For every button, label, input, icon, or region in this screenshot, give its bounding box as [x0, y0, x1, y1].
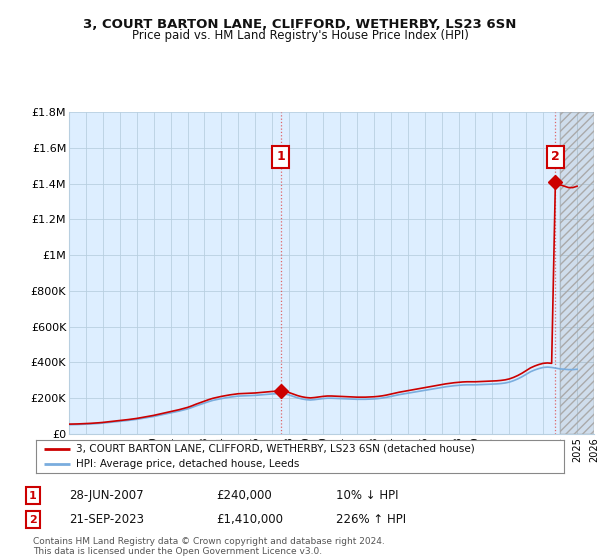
Text: £240,000: £240,000 [216, 489, 272, 502]
Text: 2: 2 [551, 150, 560, 163]
Text: 1: 1 [277, 150, 285, 163]
Text: 3, COURT BARTON LANE, CLIFFORD, WETHERBY, LS23 6SN (detached house): 3, COURT BARTON LANE, CLIFFORD, WETHERBY… [76, 444, 475, 454]
Text: Price paid vs. HM Land Registry's House Price Index (HPI): Price paid vs. HM Land Registry's House … [131, 29, 469, 42]
Text: 10% ↓ HPI: 10% ↓ HPI [336, 489, 398, 502]
Text: This data is licensed under the Open Government Licence v3.0.: This data is licensed under the Open Gov… [33, 547, 322, 556]
Text: £1,410,000: £1,410,000 [216, 513, 283, 526]
Text: 3, COURT BARTON LANE, CLIFFORD, WETHERBY, LS23 6SN: 3, COURT BARTON LANE, CLIFFORD, WETHERBY… [83, 18, 517, 31]
Bar [560, 112, 594, 434]
Text: 1: 1 [29, 491, 37, 501]
Text: 28-JUN-2007: 28-JUN-2007 [69, 489, 143, 502]
Text: 226% ↑ HPI: 226% ↑ HPI [336, 513, 406, 526]
Text: HPI: Average price, detached house, Leeds: HPI: Average price, detached house, Leed… [76, 459, 299, 469]
Text: 21-SEP-2023: 21-SEP-2023 [69, 513, 144, 526]
Text: 2: 2 [29, 515, 37, 525]
Text: Contains HM Land Registry data © Crown copyright and database right 2024.: Contains HM Land Registry data © Crown c… [33, 537, 385, 546]
